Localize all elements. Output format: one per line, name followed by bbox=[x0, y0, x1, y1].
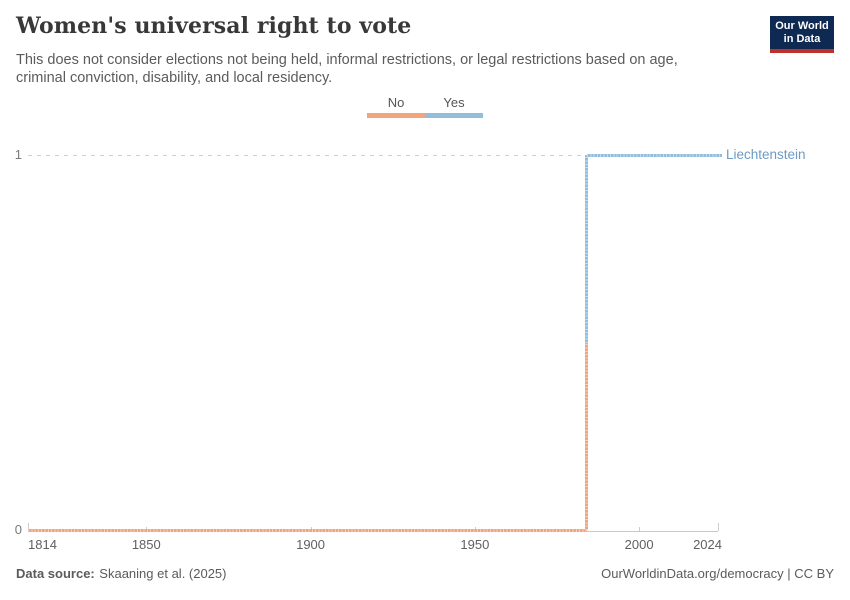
entity-label[interactable]: Liechtenstein bbox=[726, 147, 806, 162]
chart-subtitle: This does not consider elections not bei… bbox=[16, 52, 678, 86]
legend-swatch bbox=[367, 113, 425, 118]
series-segment bbox=[585, 342, 589, 530]
chart-legend: No Yes bbox=[0, 95, 850, 118]
x-tick-label: 1950 bbox=[460, 537, 490, 552]
x-tick-label: 2024 bbox=[693, 537, 722, 552]
chart-footer: Data source: Skaaning et al. (2025) OurWo… bbox=[16, 566, 834, 581]
logo-text-line2: in Data bbox=[783, 33, 821, 45]
legend-label: No bbox=[387, 95, 405, 110]
legend-label: Yes bbox=[443, 95, 465, 110]
x-tick-label: 1900 bbox=[296, 537, 326, 552]
x-axis-tick bbox=[639, 527, 640, 531]
x-axis-end-tick bbox=[718, 523, 719, 531]
y-tick-label: 0 bbox=[14, 522, 22, 537]
owid-logo-text: Our World in Data bbox=[770, 16, 834, 49]
attribution-link[interactable]: OurWorldinData.org/democracy | CC BY bbox=[601, 566, 834, 581]
series-segment bbox=[585, 155, 589, 343]
x-tick-label: 1850 bbox=[131, 537, 161, 552]
legend-item-yes[interactable]: Yes bbox=[425, 95, 483, 118]
y-tick-label: 1 bbox=[14, 147, 22, 162]
legend-swatch bbox=[425, 113, 483, 118]
x-tick-label: 1814 bbox=[28, 537, 57, 552]
owid-logo[interactable]: Our World in Data bbox=[770, 16, 834, 53]
page-title: Women's universal right to vote bbox=[16, 13, 412, 39]
data-source: Data source: Skaaning et al. (2025) bbox=[16, 566, 227, 581]
owid-logo-accent-bar bbox=[770, 49, 834, 53]
x-tick-label: 2000 bbox=[624, 537, 654, 552]
series-segment bbox=[586, 153, 722, 157]
series-segment bbox=[28, 528, 587, 532]
x-axis-line bbox=[28, 531, 718, 532]
data-source-value: Skaaning et al. (2025) bbox=[99, 566, 227, 581]
gridline-y1 bbox=[28, 155, 718, 156]
data-source-label: Data source: bbox=[16, 566, 95, 581]
logo-text-line1: Our World bbox=[775, 20, 829, 32]
legend-item-no[interactable]: No bbox=[367, 95, 425, 118]
x-axis-end-tick bbox=[28, 523, 29, 531]
